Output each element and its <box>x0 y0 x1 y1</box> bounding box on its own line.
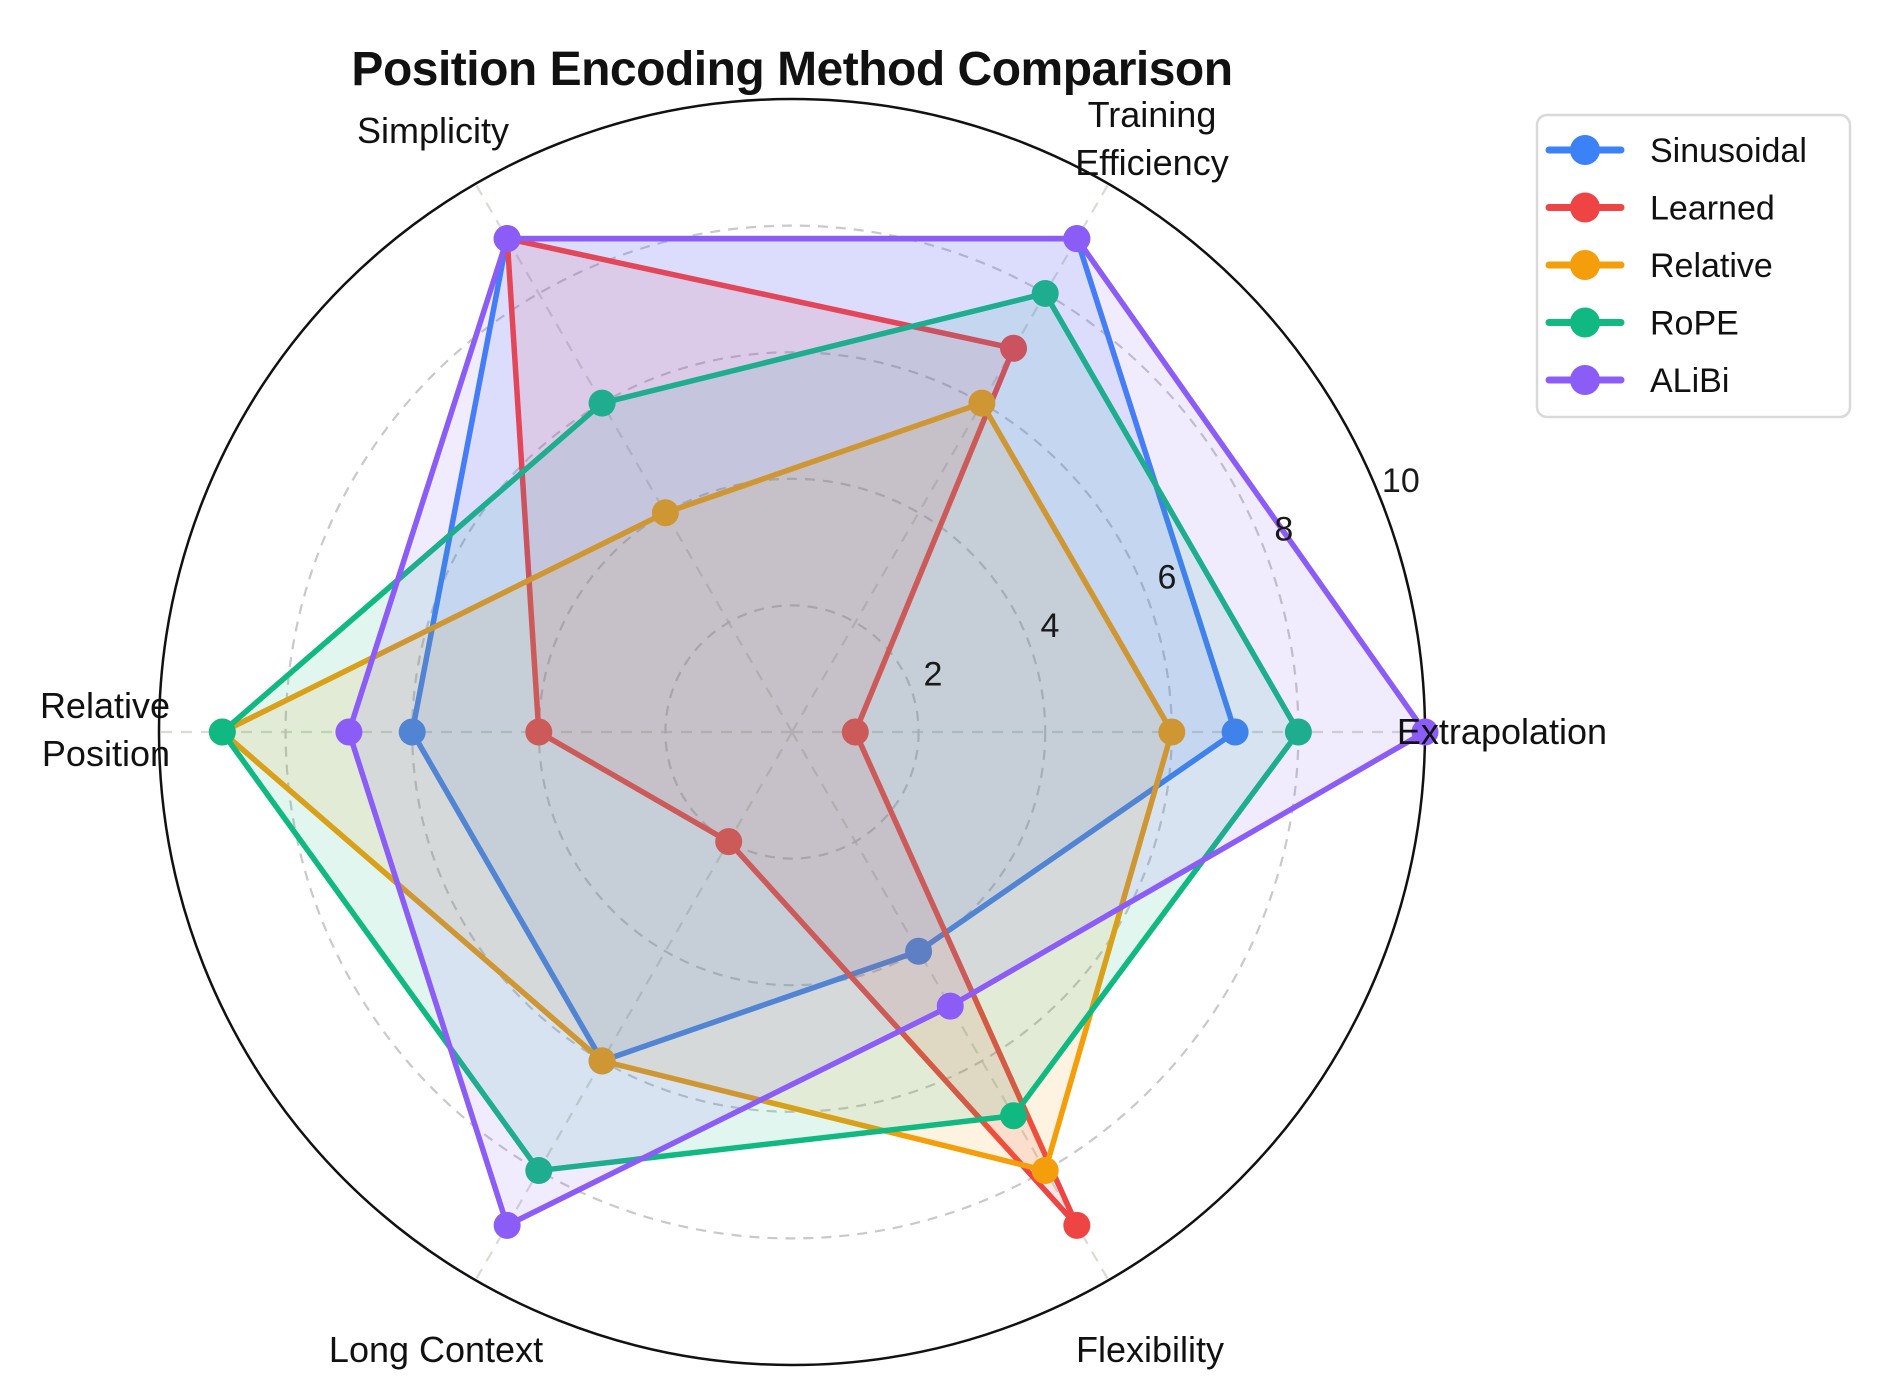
series-dot <box>841 718 869 746</box>
chart-title: Position Encoding Method Comparison <box>351 43 1232 96</box>
series-dot <box>1000 1102 1028 1130</box>
legend-marker-dot <box>1570 307 1600 338</box>
series-dot <box>1221 718 1249 746</box>
axis-spoke <box>791 731 1110 1281</box>
legend-item-relative: Relative <box>1545 247 1773 285</box>
legend-item-alibi: ALiBi <box>1545 362 1729 400</box>
series-dot <box>588 1047 616 1075</box>
series-dot <box>651 499 679 527</box>
series-dot <box>1284 718 1312 746</box>
series-rope <box>208 279 1312 1185</box>
legend-item-learned: Learned <box>1545 190 1775 228</box>
series-dot <box>1158 718 1186 746</box>
axis-label-flexibility: Flexibility <box>1076 1329 1224 1370</box>
axis-label-extrapolation: Extrapolation <box>1397 711 1607 752</box>
radial-tick-label: 4 <box>1040 607 1059 645</box>
legend-item-sinusoidal: Sinusoidal <box>1545 132 1807 170</box>
legend-label: Relative <box>1650 247 1773 285</box>
series-dot <box>936 992 964 1020</box>
series-dot <box>335 718 363 746</box>
radial-tick-label: 2 <box>924 656 943 694</box>
legend-marker-dot <box>1570 135 1600 165</box>
axis-label-training-efficiency: Efficiency <box>1075 142 1228 183</box>
series-dot <box>493 1211 521 1239</box>
series-dot <box>525 1157 553 1185</box>
axis-spoke <box>474 731 793 1281</box>
series-alibi <box>335 225 1439 1239</box>
legend-label: RoPE <box>1650 305 1739 343</box>
legend-label: Sinusoidal <box>1650 132 1807 170</box>
radial-tick-label: 8 <box>1274 510 1293 548</box>
radial-tick-label: 10 <box>1382 462 1420 500</box>
legend-marker-dot <box>1570 192 1600 223</box>
legend-label: ALiBi <box>1650 362 1729 400</box>
legend-box <box>1535 113 1852 419</box>
series-dot <box>588 389 616 417</box>
series-dot <box>1411 718 1439 746</box>
series-sinusoidal <box>398 225 1249 1075</box>
axis-label-simplicity: Simplicity <box>357 110 509 151</box>
axis-label-relative-position: Position <box>42 733 170 774</box>
series-dot <box>1031 1157 1059 1185</box>
series-dot <box>493 225 521 253</box>
series-fill <box>222 403 1172 1171</box>
series-dot <box>1031 279 1059 307</box>
series-dot <box>208 718 236 746</box>
series-dot <box>905 937 933 965</box>
radial-tick-labels: 2 4 6 8 10 <box>924 462 1420 694</box>
series-fill <box>507 238 1077 1226</box>
series-dot <box>1063 1211 1091 1239</box>
radial-tick-label: 6 <box>1157 559 1176 597</box>
legend-item-rope: RoPE <box>1545 305 1739 343</box>
series-dot <box>398 718 426 746</box>
radar-series <box>208 225 1439 1239</box>
series-dot <box>1000 334 1028 362</box>
series-dot <box>1063 225 1091 253</box>
legend: Sinusoidal Learned Relative RoPE ALiBi <box>1535 113 1852 419</box>
legend-marker-dot <box>1570 365 1600 395</box>
grid-circle <box>664 604 920 860</box>
series-fill <box>412 238 1236 1061</box>
series-dot <box>968 389 996 417</box>
legend-label: Learned <box>1650 190 1775 228</box>
axis-labels: Extrapolation Training Efficiency Simplicit… <box>40 94 1607 1370</box>
axis-label-long-context: Long Context <box>329 1329 543 1370</box>
axis-label-training-efficiency: Training <box>1088 94 1217 135</box>
series-fill <box>348 238 1425 1226</box>
series-fill <box>222 293 1299 1171</box>
legend-marker-dot <box>1570 250 1600 280</box>
axis-label-relative-position: Relative <box>40 685 170 726</box>
series-dot <box>525 718 553 746</box>
series-dot <box>715 828 743 856</box>
axis-spoke <box>474 183 793 733</box>
axis-spoke <box>791 183 1110 733</box>
